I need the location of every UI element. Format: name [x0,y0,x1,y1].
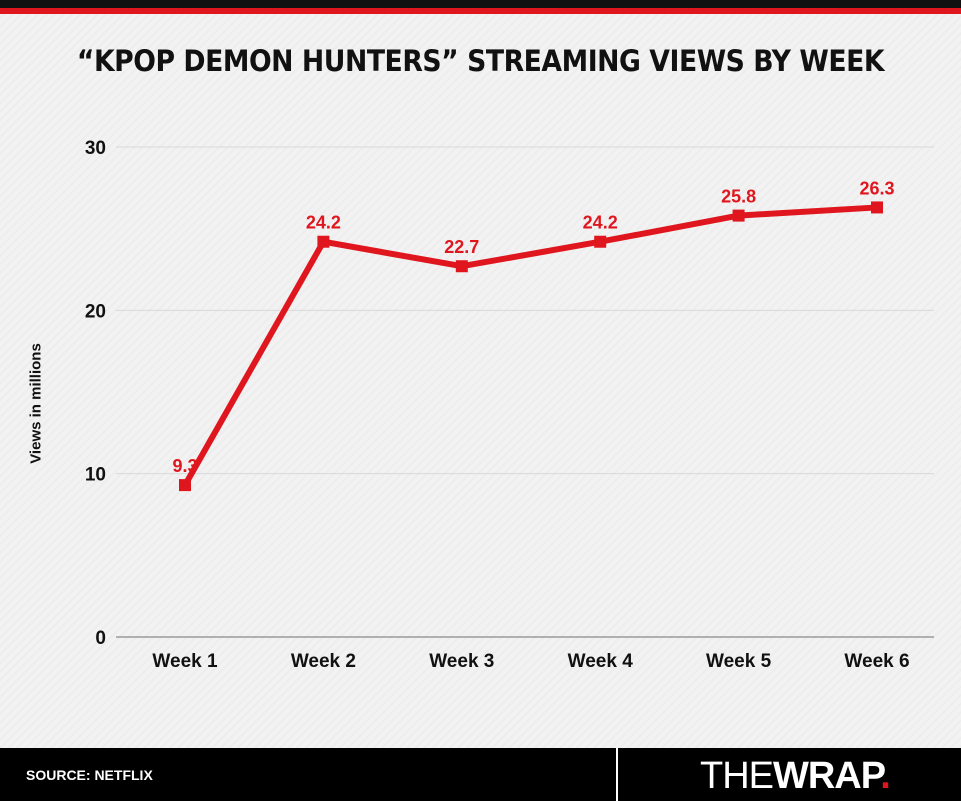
data-point [317,235,330,248]
series-line [182,204,880,489]
y-tick-label: 30 [85,138,106,159]
data-point [179,479,191,492]
data-label: 22.7 [444,237,479,257]
y-tick-label: 20 [85,301,106,322]
x-tick-label: Week 2 [291,651,356,672]
top-accent-bar [0,0,961,14]
footer-bar: SOURCE: NETFLIX THEWRAP. [0,748,961,801]
logo-the: THE [700,755,774,797]
top-red-stripe [0,8,961,14]
data-label: 9.3 [172,456,197,476]
y-tick-label: 0 [95,628,106,649]
x-tick-label: Week 4 [568,651,634,672]
chart-title: “KPOP DEMON HUNTERS” STREAMING VIEWS BY … [76,44,885,78]
source-credit: SOURCE: NETFLIX [26,767,153,783]
footer-divider [616,748,618,801]
thewrap-logo: THEWRAP. [700,754,891,798]
x-tick-label: Week 5 [706,651,772,672]
data-label: 25.8 [721,187,756,207]
x-tick-label: Week 6 [844,651,909,672]
data-label: 24.2 [306,213,341,233]
logo-wrap: WRAP [773,755,881,797]
data-label: 24.2 [583,213,618,233]
logo-dot: . [880,755,891,797]
data-point [732,209,745,222]
data-point [594,235,607,248]
x-tick-label: Week 1 [152,651,218,672]
line-chart: 0 10 20 30 Week 1 Week 2 Week 3 Week 4 Week 5 Wee… [85,138,934,672]
data-point [455,260,468,273]
x-tick-label: Week 3 [429,651,494,672]
data-point [871,201,883,214]
data-label: 26.3 [859,178,894,198]
y-tick-label: 10 [85,465,106,486]
